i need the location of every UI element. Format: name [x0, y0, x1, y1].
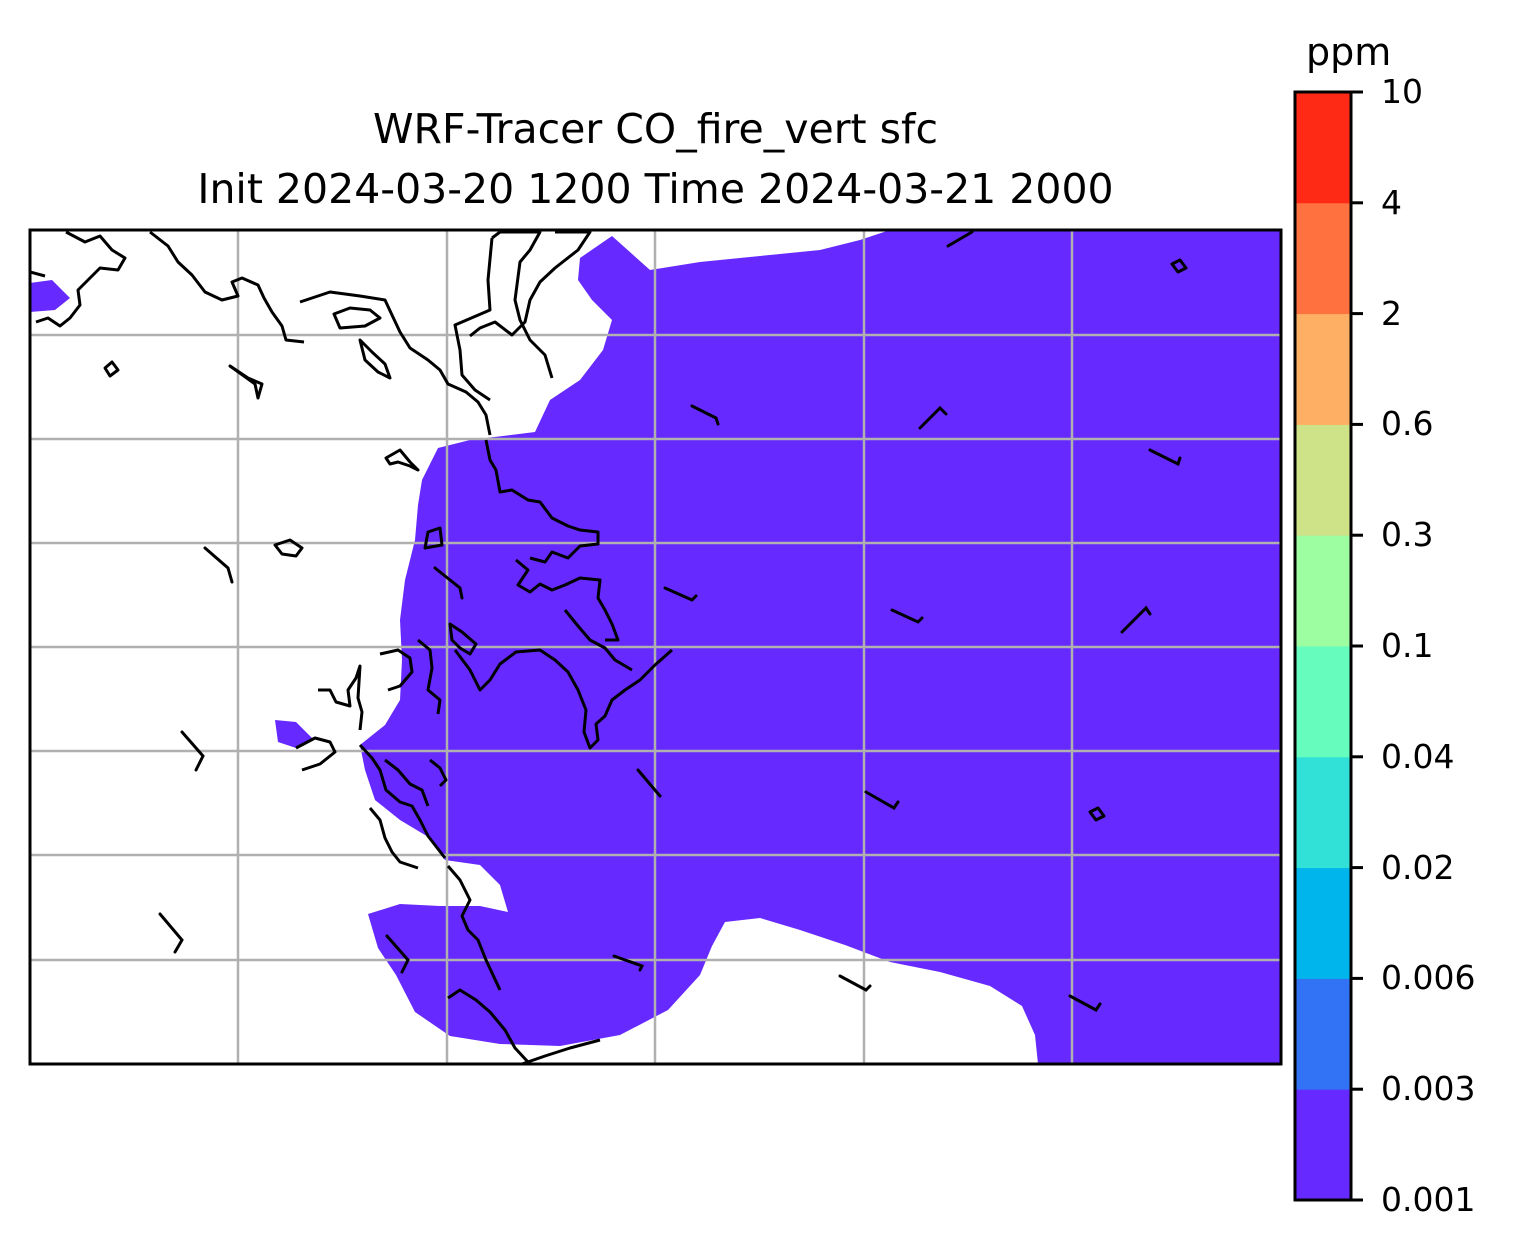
colorbar-band — [1295, 535, 1351, 647]
colorbar-bands — [1295, 92, 1351, 1201]
map-gridlines — [30, 230, 1281, 1064]
colorbar-tick-label: 0.02 — [1381, 847, 1455, 887]
colorbar-band — [1295, 313, 1351, 425]
colorbar-tick-label: 0.001 — [1381, 1180, 1476, 1219]
coastlines — [30, 230, 1188, 1064]
colorbar-band — [1295, 424, 1351, 536]
colorbar-tick-marks — [1351, 90, 1363, 1202]
colorbar-band — [1295, 978, 1351, 1090]
colorbar-tick-label: 0.3 — [1381, 515, 1434, 555]
tracer-fill-small-nw — [30, 280, 70, 312]
colorbar-tick-label: 0.006 — [1381, 958, 1476, 998]
map-frame — [28, 228, 1283, 1066]
colorbar-band — [1295, 756, 1351, 869]
colorbar-tick-label: 0.1 — [1381, 626, 1434, 665]
map-title-line1: WRF-Tracer CO_fire_vert sfc — [373, 105, 938, 153]
colorbar-tick-label: 0.003 — [1381, 1069, 1476, 1109]
map-title-line2: Init 2024-03-20 1200 Time 2024-03-21 200… — [197, 165, 1114, 213]
colorbar-band — [1295, 1089, 1351, 1201]
tracer-fill-small-island — [275, 720, 312, 748]
colorbar-band — [1295, 202, 1351, 315]
wind-barbs — [158, 230, 1182, 1012]
colorbar-tick-label: 0.04 — [1381, 736, 1455, 776]
colorbar-band — [1295, 92, 1351, 204]
colorbar-band — [1295, 646, 1351, 758]
colorbar-unit-label: ppm — [1306, 30, 1392, 74]
colorbar-band — [1295, 867, 1351, 979]
colorbar-tick-label: 0.6 — [1381, 404, 1434, 444]
colorbar-tick-label: 4 — [1381, 182, 1402, 222]
colorbar-tick-label: 10 — [1381, 72, 1423, 111]
colorbar-tick-label: 2 — [1381, 293, 1402, 333]
